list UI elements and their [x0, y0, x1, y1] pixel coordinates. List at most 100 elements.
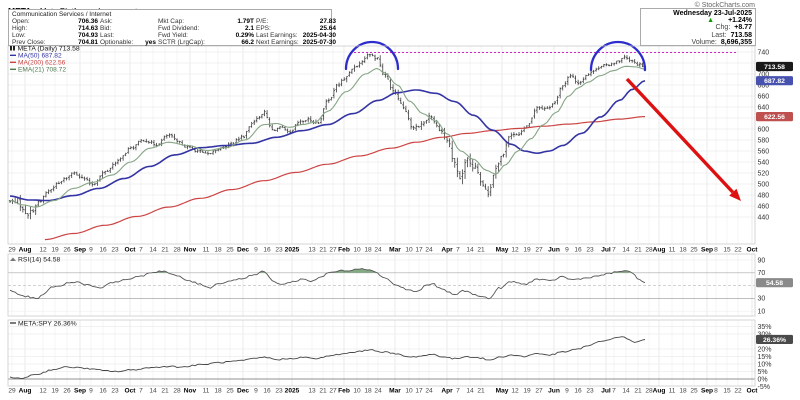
x-axis-label-bottom: Mar [389, 388, 401, 395]
x-axis-label-bottom: 21 [477, 388, 485, 395]
info-field-row: Low: 704.93 [12, 32, 98, 40]
x-axis-label-bottom: 10 [353, 388, 361, 395]
x-axis-label-bottom: 22 [734, 388, 742, 395]
x-axis-label-top: Oct [747, 247, 759, 254]
x-axis-label-top: 8 [714, 247, 718, 254]
chg-value: +8.77 [734, 24, 752, 32]
ma200-badge-text: 622.56 [764, 114, 785, 121]
x-axis-label-bottom: May [496, 388, 509, 395]
x-axis-label-top: 9 [565, 247, 569, 254]
field-value: 1.79T [237, 18, 254, 25]
field-label: High: [12, 24, 28, 32]
x-axis-label-top: 19 [51, 247, 59, 254]
x-axis-label-bottom: 21 [634, 388, 642, 395]
x-axis-label-bottom: 16 [99, 388, 107, 395]
x-axis-label-top: 18 [364, 247, 372, 254]
field-label: Prev Close: [12, 38, 46, 46]
ratio-axis-label: 20% [758, 346, 772, 353]
x-axis-label-top: 12 [511, 247, 519, 254]
x-axis-label-bottom: Apr [441, 388, 453, 395]
x-axis-label-bottom: 16 [574, 388, 582, 395]
price-axis-label: 640 [758, 104, 770, 111]
info-columns: Open: 706.36 High: 714.63 Low: 704.93 Prev Clo… [12, 18, 336, 47]
quote-change-pct-row: ▲ +1.24% [644, 17, 752, 24]
x-axis-label-bottom: 7 [139, 388, 143, 395]
x-axis-label-top: 29 [8, 247, 16, 254]
field-label: Fwd Yield: [158, 31, 188, 39]
overlay-legend-label: EMA(21) 708.72 [18, 67, 66, 74]
info-field-row: Next Earnings: 2025-07-30 [256, 39, 336, 47]
info-field-row: High: 714.63 [12, 24, 98, 33]
x-axis-label-bottom: 9 [89, 388, 93, 395]
field-value: 27.83 [319, 18, 336, 25]
field-value: 706.36 [78, 18, 98, 25]
x-axis-label-bottom: 24 [425, 388, 433, 395]
x-axis-label-bottom: 9 [565, 388, 569, 395]
x-axis-label-top: 7 [139, 247, 143, 254]
info-field-row: Last Earnings: 2025-04-30 [256, 31, 336, 40]
x-axis-label-top: 21 [634, 247, 642, 254]
price-axis-label: 540 [758, 159, 770, 166]
x-axis-label-bottom: 7 [612, 388, 616, 395]
x-axis-label-bottom: 27 [535, 388, 543, 395]
x-axis-label-top: Sep [74, 247, 86, 254]
field-label: Ask: [100, 18, 113, 25]
x-axis-label-bottom: 14 [466, 388, 474, 395]
x-axis-label-bottom: Jun [548, 388, 560, 395]
x-axis-label-bottom: 8 [714, 388, 718, 395]
x-axis-label-bottom: 19 [51, 388, 59, 395]
chart-type-icon [13, 44, 15, 51]
daily-quote-box: Wednesday 23-Jul-2025 ▲ +1.24% Chg: +8.7… [640, 8, 756, 46]
x-axis-label-bottom: 12 [511, 388, 519, 395]
rsi-panel-border [7, 253, 756, 317]
x-axis-label-top: 14 [149, 247, 157, 254]
x-axis-label-bottom: Aug [653, 388, 666, 395]
peak-arc-1 [344, 40, 400, 71]
x-axis-label-bottom: 17 [415, 388, 423, 395]
x-axis-label-bottom: 11 [203, 388, 210, 395]
field-label: Open: [12, 18, 30, 25]
x-axis-label-top: 9 [89, 247, 93, 254]
projection-arrow-head [729, 188, 741, 201]
x-axis-label-top: 25 [690, 247, 698, 254]
x-axis-label-top: Oct [125, 247, 137, 254]
x-axis-label-top: 27 [329, 247, 337, 254]
rsi-legend-label: RSI(14) 54.58 [18, 257, 61, 264]
ma50-badge-text: 687.82 [764, 78, 785, 85]
x-axis-label-top: 22 [734, 247, 742, 254]
x-axis-label-bottom: 28 [173, 388, 181, 395]
info-col-earnings: P/E: 27.83 EPS: 25.64 Last Earnings: 2025-04-… [256, 18, 336, 47]
quote-change-row: Chg: +8.77 [644, 24, 752, 31]
price-axis-label: 580 [758, 137, 770, 144]
x-axis-label-top: 7 [456, 247, 460, 254]
x-axis-label-top: Sep [701, 247, 713, 254]
x-axis-label-bottom: 18 [214, 388, 222, 395]
ratio-badge [756, 334, 793, 345]
info-field-row: Fwd Dividend: 2.1 [158, 25, 254, 33]
info-field-row: Optionable: yes [100, 39, 156, 47]
info-col-fundamentals: Mkt Cap: 1.79T Fwd Dividend: 2.1 Fwd Yield: 0… [158, 18, 254, 47]
x-axis-label-top: 21 [161, 247, 169, 254]
x-axis-label-bottom: 11 [669, 388, 676, 395]
ma50-line [9, 79, 646, 202]
x-axis-label-bottom: 12 [39, 388, 47, 395]
x-axis-label-bottom: Dec [237, 388, 249, 395]
price-axis-label: 560 [758, 148, 770, 155]
x-axis-label-top: 7 [612, 247, 616, 254]
info-field-row: SCTR (LrgCap): 66.2 [158, 39, 254, 47]
ratio-axis-label: -5% [758, 384, 770, 391]
x-axis-label-bottom: 14 [149, 388, 157, 395]
x-axis-label-bottom: 2025 [285, 388, 300, 395]
field-value: 704.81 [78, 38, 98, 46]
price-badge [756, 61, 793, 72]
price-badge-text: 713.58 [764, 64, 785, 71]
rsi-axis-label: 10 [758, 309, 766, 316]
x-axis-label-top: 16 [574, 247, 582, 254]
x-axis-label-bottom: 16 [263, 388, 271, 395]
info-field-row: EPS: 25.64 [256, 25, 336, 33]
x-axis-label-top: Nov [184, 247, 197, 254]
x-axis-label-top: 24 [374, 247, 382, 254]
field-label: Last Earnings: [256, 31, 298, 39]
